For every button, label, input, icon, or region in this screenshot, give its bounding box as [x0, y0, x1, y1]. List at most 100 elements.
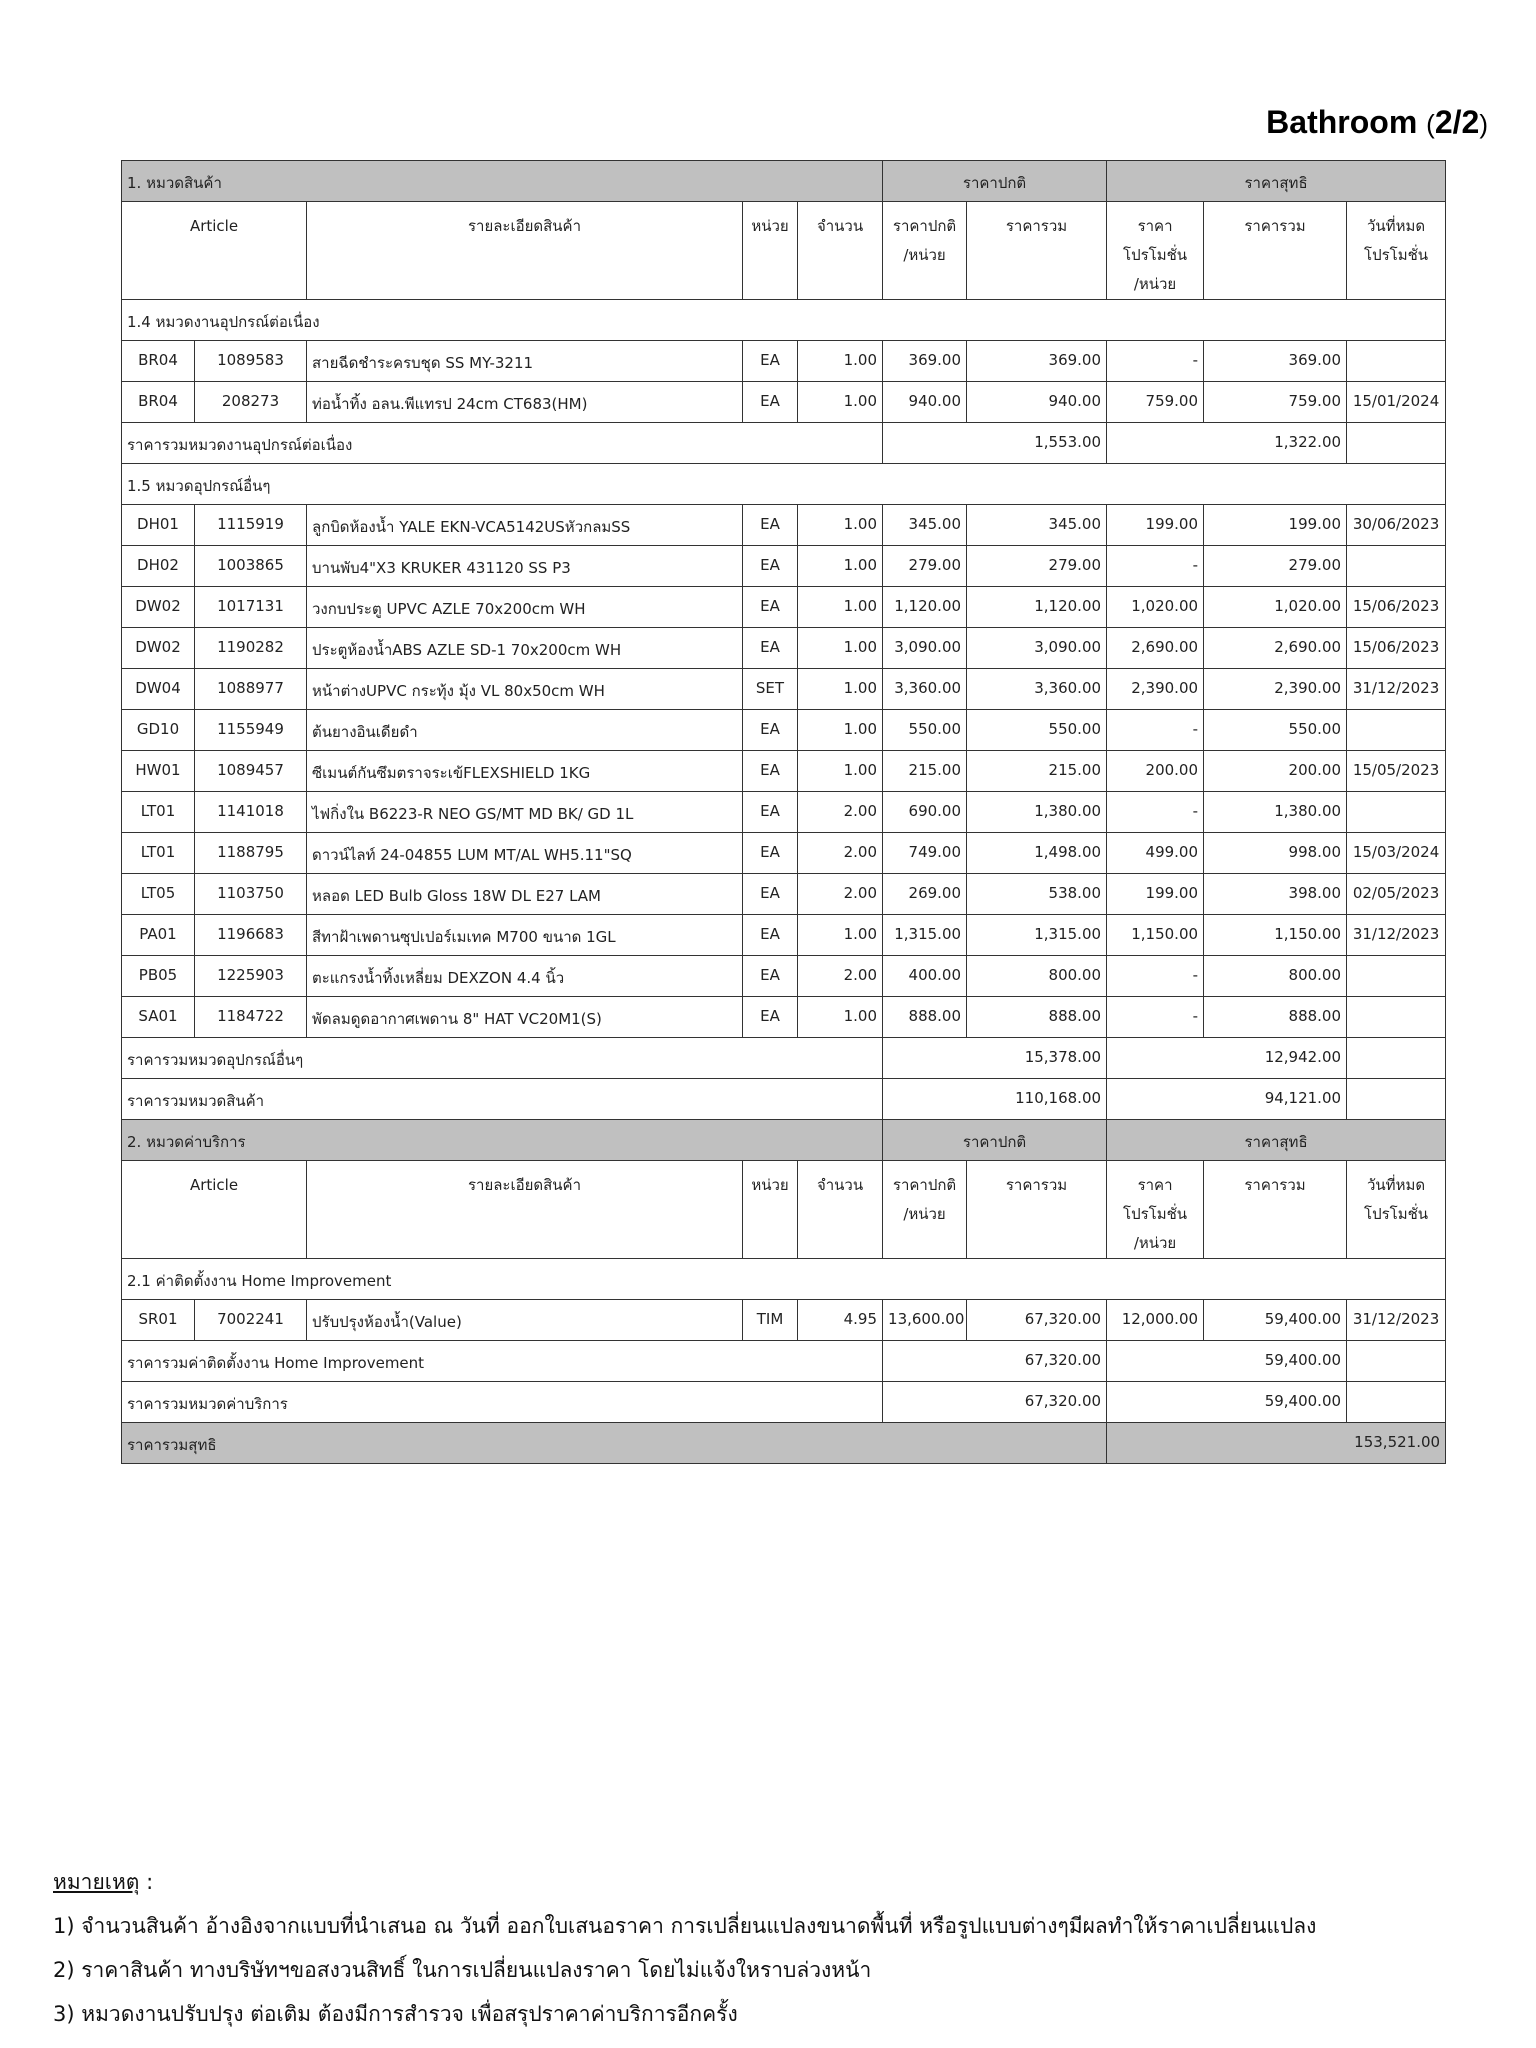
promo-end: 30/06/2023 — [1346, 504, 1447, 546]
subtotal-normal: 1,553.00 — [882, 422, 1108, 464]
qty: 2.00 — [796, 791, 884, 833]
col-promo-end: วันที่หมด โปรโมชั่น — [1346, 201, 1447, 300]
promo-price: - — [1106, 955, 1205, 997]
unit-price: 3,360.00 — [882, 668, 968, 710]
net-total: 1,380.00 — [1203, 791, 1348, 833]
subtotal-normal: 67,320.00 — [882, 1340, 1108, 1382]
subtotal-label: ราคารวมหมวดอุปกรณ์อื่นๆ — [120, 1037, 884, 1079]
category-total-net: 59,400.00 — [1106, 1381, 1348, 1423]
promo-end: 15/03/2024 — [1346, 832, 1447, 874]
promo-end: 31/12/2023 — [1346, 914, 1447, 956]
subtotal-label: ราคารวมค่าติดตั้งงาน Home Improvement — [120, 1340, 884, 1382]
section-title: 1.5 หมวดอุปกรณ์อื่นๆ — [120, 463, 1447, 505]
total: 279.00 — [966, 545, 1108, 587]
article-number: 1089457 — [194, 750, 307, 792]
description: ตะแกรงน้ำทิ้งเหลี่ยม DEXZON 4.4 นิ้ว — [306, 955, 743, 997]
article-number: 1196683 — [194, 914, 307, 956]
description: ประตูห้องน้ำABS AZLE SD-1 70x200cm WH — [306, 627, 743, 669]
unit-price: 215.00 — [882, 750, 968, 792]
description: ปรับปรุงห้องน้ำ(Value) — [306, 1299, 743, 1341]
unit: EA — [742, 627, 798, 669]
col-promo-end: วันที่หมด โปรโมชั่น — [1346, 1160, 1447, 1259]
column-header-row: Article รายละเอียดสินค้า หน่วย จำนวน ราคาปกต… — [121, 201, 1447, 300]
total: 800.00 — [966, 955, 1108, 997]
note-line: 3) หมวดงานปรับปรุง ต่อเติม ต้องมีการสำรว… — [53, 2002, 738, 2026]
qty: 2.00 — [796, 832, 884, 874]
category-title: 1. หมวดสินค้า — [120, 160, 884, 202]
article-code: SA01 — [121, 996, 195, 1038]
net-total: 200.00 — [1203, 750, 1348, 792]
col-unit: หน่วย — [742, 1160, 798, 1259]
table-row: SR01 7002241 ปรับปรุงห้องน้ำ(Value) TIM 4.95… — [121, 1299, 1447, 1341]
article-number: 1155949 — [194, 709, 307, 751]
description: พัดลมดูดอากาศเพดาน 8" HAT VC20M1(S) — [306, 996, 743, 1038]
section-row: 2.1 ค่าติดตั้งงาน Home Improvement — [120, 1258, 1447, 1300]
qty: 1.00 — [796, 627, 884, 669]
promo-price: 759.00 — [1106, 381, 1205, 423]
net-total: 398.00 — [1203, 873, 1348, 915]
unit-price: 269.00 — [882, 873, 968, 915]
normal-price-group-header: ราคาปกติ — [882, 1119, 1108, 1161]
title-text: Bathroom — [1266, 104, 1418, 140]
article-code: BR04 — [121, 340, 195, 382]
note-line: 2) ราคาสินค้า ทางบริษัทฯขอสงวนสิทธิ์ ในก… — [53, 1958, 872, 1982]
category-total-row: ราคารวมหมวดสินค้า 110,168.00 94,121.00 — [120, 1078, 1447, 1120]
total: 215.00 — [966, 750, 1108, 792]
col-article: Article — [121, 201, 307, 300]
empty-cell — [1346, 1340, 1447, 1382]
promo-price: 199.00 — [1106, 873, 1205, 915]
category-total-label: ราคารวมหมวดสินค้า — [120, 1078, 884, 1120]
article-code: LT01 — [121, 832, 195, 874]
category-header-row: 1. หมวดสินค้า ราคาปกติ ราคาสุทธิ — [120, 160, 1447, 202]
qty: 1.00 — [796, 340, 884, 382]
article-number: 1184722 — [194, 996, 307, 1038]
normal-price-group-header: ราคาปกติ — [882, 160, 1108, 202]
table-row: SA01 1184722 พัดลมดูดอากาศเพดาน 8" HAT VC2… — [121, 996, 1447, 1038]
total: 888.00 — [966, 996, 1108, 1038]
unit-price: 1,120.00 — [882, 586, 968, 628]
net-total: 1,150.00 — [1203, 914, 1348, 956]
article-code: HW01 — [121, 750, 195, 792]
unit-price: 550.00 — [882, 709, 968, 751]
total: 345.00 — [966, 504, 1108, 546]
article-number: 1089583 — [194, 340, 307, 382]
description: สายฉีดชำระครบชุด SS MY-3211 — [306, 340, 743, 382]
column-header-row: Article รายละเอียดสินค้า หน่วย จำนวน ราคาปกต… — [121, 1160, 1447, 1259]
category-total-label: ราคารวมหมวดค่าบริการ — [120, 1381, 884, 1423]
qty: 1.00 — [796, 914, 884, 956]
table-row: DW04 1088977 หน้าต่างUPVC กระทุ้ง มุ้ง VL … — [121, 668, 1447, 710]
subtotal-row: ราคารวมค่าติดตั้งงาน Home Improvement 67,… — [120, 1340, 1447, 1382]
promo-price: - — [1106, 545, 1205, 587]
unit: EA — [742, 381, 798, 423]
article-code: DH02 — [121, 545, 195, 587]
unit: EA — [742, 504, 798, 546]
empty-cell — [1346, 422, 1447, 464]
promo-end — [1346, 996, 1447, 1038]
net-total: 550.00 — [1203, 709, 1348, 751]
section-row: 1.5 หมวดอุปกรณ์อื่นๆ — [120, 463, 1447, 505]
unit: EA — [742, 709, 798, 751]
category-total-net: 94,121.00 — [1106, 1078, 1348, 1120]
subtotal-row: ราคารวมหมวดงานอุปกรณ์ต่อเนื่อง 1,553.00 1,… — [120, 422, 1447, 464]
unit-price: 690.00 — [882, 791, 968, 833]
table-row: LT01 1141018 ไฟกิ่งใน B6223-R NEO GS/MT MD… — [121, 791, 1447, 833]
qty: 1.00 — [796, 709, 884, 751]
title-paren-close: ) — [1479, 109, 1488, 139]
qty: 2.00 — [796, 873, 884, 915]
article-code: PA01 — [121, 914, 195, 956]
description: ซีเมนต์กันซึมตราจระเข้FLEXSHIELD 1KG — [306, 750, 743, 792]
promo-price: - — [1106, 791, 1205, 833]
notes-colon: : — [139, 1870, 154, 1894]
table-row: HW01 1089457 ซีเมนต์กันซึมตราจระเข้FLEXSHI… — [121, 750, 1447, 792]
header-line: /หน่วย — [1133, 275, 1177, 293]
total: 538.00 — [966, 873, 1108, 915]
net-total: 199.00 — [1203, 504, 1348, 546]
promo-end: 15/05/2023 — [1346, 750, 1447, 792]
net-total: 998.00 — [1203, 832, 1348, 874]
description: บานพับ4"X3 KRUKER 431120 SS P3 — [306, 545, 743, 587]
net-total: 279.00 — [1203, 545, 1348, 587]
header-line: ราคา — [1137, 217, 1173, 235]
unit-price: 749.00 — [882, 832, 968, 874]
qty: 1.00 — [796, 545, 884, 587]
table-row: LT05 1103750 หลอด LED Bulb Gloss 18W DL E2… — [121, 873, 1447, 915]
